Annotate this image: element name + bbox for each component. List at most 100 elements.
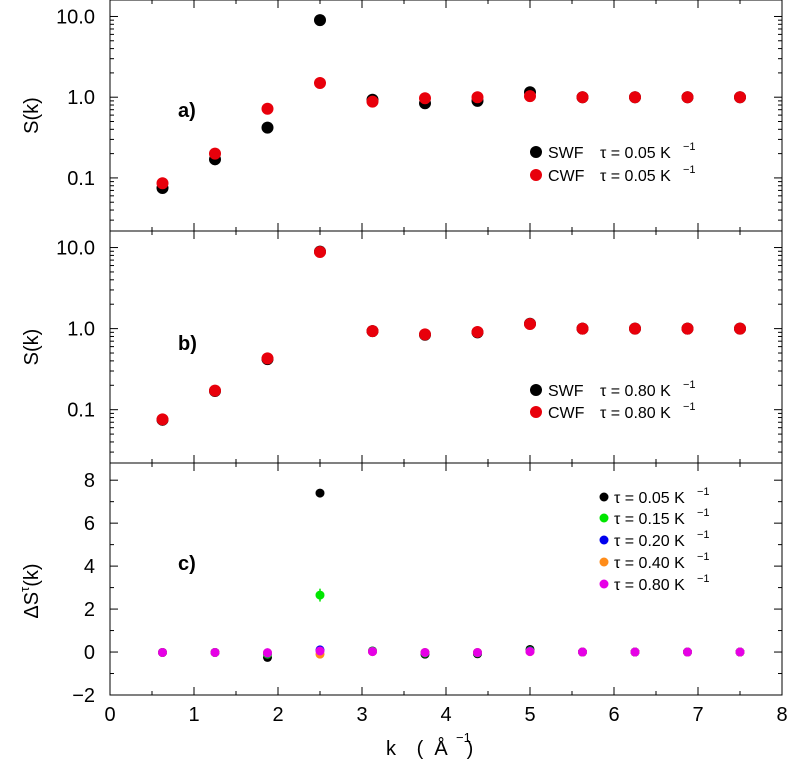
panel-frame xyxy=(109,0,783,232)
y-tick-label: 0.1 xyxy=(67,168,95,190)
data-point xyxy=(576,322,589,335)
legend-label: τ = 0.80 K xyxy=(614,577,685,594)
panel-b: 0.1 1.0 10.0 S(k) b) SWF τ = 0.80 K −1 CWF τ = 0.… xyxy=(21,230,783,464)
legend-tau-exponent: −1 xyxy=(683,141,696,153)
x-tick-label: 3 xyxy=(356,704,367,726)
data-point xyxy=(681,91,694,104)
y-tick-label: 1.0 xyxy=(67,319,95,341)
y-tick-label: 8 xyxy=(84,470,95,492)
data-point xyxy=(261,352,274,365)
y-axis-label: S(k) xyxy=(21,97,43,134)
legend-label: SWF xyxy=(548,145,584,162)
data-point xyxy=(156,177,169,190)
data-point xyxy=(314,76,326,89)
y-tick-label: 0.1 xyxy=(67,400,95,422)
legend-marker xyxy=(530,169,542,181)
legend-marker xyxy=(530,146,542,158)
legend-label: CWF xyxy=(548,168,585,185)
y-tick-label: 1.0 xyxy=(67,87,95,109)
series-1 xyxy=(156,76,746,190)
y-tick-label: 6 xyxy=(84,513,95,535)
series-3 xyxy=(158,647,745,659)
x-tick-label: 1 xyxy=(188,704,199,726)
data-point xyxy=(524,318,536,331)
x-axis-label-paren: ( xyxy=(417,738,424,760)
y-tick-label: −2 xyxy=(72,685,95,707)
x-axis-label-exponent: −1 xyxy=(456,730,471,745)
data-point xyxy=(683,647,692,657)
legend-label: CWF xyxy=(548,405,585,422)
panel-label: b) xyxy=(178,333,197,355)
data-point xyxy=(524,90,536,103)
legend-label: SWF xyxy=(548,383,584,400)
legend-marker xyxy=(599,557,609,567)
x-tick-label: 6 xyxy=(608,704,619,726)
data-point xyxy=(629,91,641,104)
data-point xyxy=(366,95,379,108)
legend-marker xyxy=(530,384,542,396)
y-tick-label: 0 xyxy=(84,642,95,664)
data-point xyxy=(525,647,535,657)
x-tick-label: 0 xyxy=(104,704,115,726)
data-point xyxy=(471,91,484,104)
panel-a: 0.1 1.0 10.0 S(k) a) SWF τ = 0.05 K −1 CWF τ = 0.… xyxy=(21,0,783,232)
x-axis-label-paren: ) xyxy=(467,738,474,760)
data-point xyxy=(315,646,325,656)
data-point xyxy=(578,647,587,657)
data-point xyxy=(261,121,274,134)
panel-label: a) xyxy=(178,100,196,122)
data-point xyxy=(314,14,326,27)
legend-tau: τ = 0.80 K xyxy=(600,383,671,400)
legend-tau-exponent: −1 xyxy=(683,401,696,413)
legend-tau: τ = 0.05 K xyxy=(600,145,671,162)
x-tick-label: 7 xyxy=(692,704,703,726)
x-axis-label-k: k xyxy=(386,738,397,760)
legend-marker xyxy=(530,406,542,418)
panel-frame xyxy=(109,230,783,464)
legend-tau-exponent: −1 xyxy=(683,164,696,176)
series-2 xyxy=(158,645,745,658)
x-axis-label-unit: Å xyxy=(434,737,448,760)
legend-tau-exponent: −1 xyxy=(697,573,710,585)
legend-tau-exponent: −1 xyxy=(697,507,710,519)
series-1 xyxy=(156,246,746,426)
x-tick-label: 5 xyxy=(524,704,535,726)
legend: τ = 0.05 K −1 τ = 0.15 K −1 τ = 0.20 K −1 τ = … xyxy=(599,486,710,594)
data-point xyxy=(419,92,431,105)
series-1 xyxy=(158,588,745,659)
legend-marker xyxy=(599,535,609,545)
legend-tau-exponent: −1 xyxy=(697,551,710,563)
legend-label: τ = 0.20 K xyxy=(614,533,685,550)
data-point xyxy=(261,102,274,115)
legend-label: τ = 0.15 K xyxy=(614,511,685,528)
y-tick-label: 2 xyxy=(84,599,95,621)
legend-label: τ = 0.40 K xyxy=(614,555,685,572)
data-point xyxy=(156,413,169,426)
data-point xyxy=(314,246,326,259)
data-point xyxy=(158,647,167,657)
legend-tau-exponent: −1 xyxy=(697,529,710,541)
data-point xyxy=(630,647,640,657)
legend-tau-exponent: −1 xyxy=(683,379,696,391)
legend-marker xyxy=(599,492,609,502)
data-point xyxy=(209,147,221,160)
data-point xyxy=(734,91,746,104)
data-point xyxy=(734,322,746,335)
x-axis-label: k ( Å −1) xyxy=(386,730,473,760)
data-point xyxy=(209,384,221,397)
legend-tau: τ = 0.05 K xyxy=(600,168,671,185)
legend: SWF τ = 0.05 K −1 CWF τ = 0.05 K −1 xyxy=(530,141,696,185)
legend-marker xyxy=(599,579,609,589)
data-point xyxy=(210,647,220,657)
data-point xyxy=(576,91,589,104)
legend: SWF τ = 0.80 K −1 CWF τ = 0.80 K −1 xyxy=(530,379,696,422)
data-point xyxy=(420,647,430,657)
data-point xyxy=(419,328,431,341)
data-point xyxy=(366,325,379,338)
y-tick-label: 10.0 xyxy=(56,238,95,260)
panel-label: c) xyxy=(178,553,196,575)
y-tick-label: 10.0 xyxy=(56,6,95,28)
y-tick-label: 4 xyxy=(84,556,95,578)
x-tick-label: 2 xyxy=(272,704,283,726)
